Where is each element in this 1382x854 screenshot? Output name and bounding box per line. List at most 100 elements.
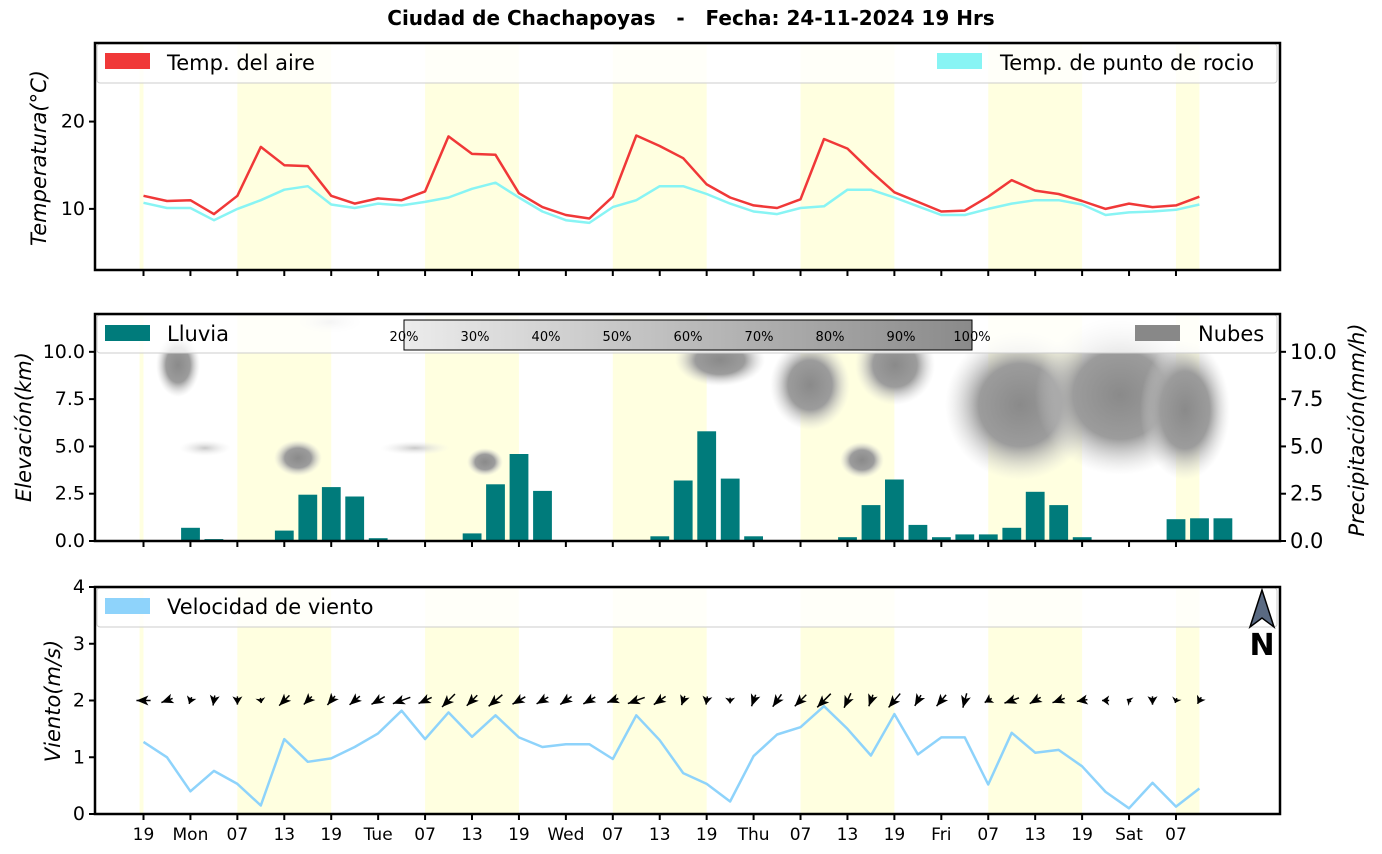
cloud-patch xyxy=(179,440,231,456)
wind-arrow xyxy=(816,693,832,708)
wind-arrow xyxy=(418,693,433,705)
wind-arrow xyxy=(326,692,339,706)
wind-arrow xyxy=(161,693,175,704)
rain-bars xyxy=(181,431,1233,541)
wind-arrow-shaft xyxy=(1076,698,1088,703)
legend-label-dewpoint: Temp. de punto de rocio xyxy=(999,51,1254,75)
y-tick-label-right: 2.5 xyxy=(1290,482,1323,506)
wind-arrow-head xyxy=(418,693,432,704)
y-tick-label: 2 xyxy=(73,690,85,712)
series-line-temp--del-aire xyxy=(143,134,1200,220)
wind-arrow-shaft xyxy=(1004,697,1020,704)
north-label: N xyxy=(1249,628,1274,663)
wind-arrow xyxy=(232,696,243,705)
wind-arrow xyxy=(441,693,456,708)
wind-arrow xyxy=(1147,696,1158,705)
x-tick-label: 19 xyxy=(884,825,906,845)
wind-arrow xyxy=(888,693,901,708)
temperature-legend: Temp. del aire Temp. de punto de rocio xyxy=(96,43,1278,84)
y-tick-label: 10 xyxy=(61,198,85,220)
wind-arrow xyxy=(1029,693,1043,705)
legend-label-wind: Velocidad de viento xyxy=(167,595,373,619)
wind-arrow-shaft xyxy=(607,697,619,704)
rain-bar xyxy=(650,536,670,541)
wind-arrow-shaft xyxy=(843,692,852,709)
rain-bar xyxy=(978,534,998,541)
wind-arrow xyxy=(607,693,621,704)
wind-arrow-shaft xyxy=(349,695,361,706)
rain-bar xyxy=(744,536,763,541)
wind-arrow-shaft xyxy=(888,693,901,708)
x-tick-label: 13 xyxy=(273,825,295,845)
wind-arrow xyxy=(582,693,597,705)
wind-arrow-shaft xyxy=(816,693,832,708)
rain-bar xyxy=(720,478,740,541)
rain-bar xyxy=(1072,537,1092,541)
y-tick-label-right: 10.0 xyxy=(1290,340,1337,364)
y-tick-label: 1 xyxy=(73,746,85,768)
wind-arrow-shaft xyxy=(1174,697,1178,704)
x-tick-label: 13 xyxy=(461,825,483,845)
wind-arrow-shaft xyxy=(326,695,336,706)
wind-arrow-shaft xyxy=(392,696,411,705)
wind-arrow-shaft xyxy=(161,697,173,704)
x-tick-label: Mon xyxy=(173,825,209,845)
rain-bar xyxy=(486,484,505,541)
wind-arrow xyxy=(371,694,386,705)
wind-arrow xyxy=(255,697,266,704)
wind-arrow xyxy=(627,694,645,705)
wind-arrow xyxy=(559,693,573,706)
cloud-patch xyxy=(467,448,503,476)
y-tick-label: 20 xyxy=(61,111,85,133)
wind-arrow-shaft xyxy=(582,696,596,705)
wind-arrow-head xyxy=(1076,694,1089,705)
temperature-panel: Temp. del aire Temp. de punto de rocio 1… xyxy=(27,41,1282,272)
colorbar-tick-label: 30% xyxy=(461,330,490,345)
rain-bar xyxy=(1049,505,1069,541)
rain-bar xyxy=(368,538,388,541)
legend-swatch-rain xyxy=(105,325,150,341)
wind-arrow xyxy=(349,693,362,706)
wind-arrow xyxy=(136,695,151,706)
wind-arrow xyxy=(725,697,736,704)
wind-arrow-shaft xyxy=(868,694,874,707)
wind-arrow-head xyxy=(209,694,220,706)
wind-arrow xyxy=(680,694,690,706)
wind-arrow xyxy=(303,692,316,706)
y-tick-label-right: 0.0 xyxy=(1290,529,1323,553)
y-tick-label: 0 xyxy=(73,803,85,825)
colorbar-tick-label: 20% xyxy=(390,330,419,345)
x-tick-label: Fri xyxy=(931,825,951,845)
rain-bar xyxy=(838,537,857,541)
temperature-ylabel: Temperatura(°C) xyxy=(27,70,51,246)
rain-bar xyxy=(697,431,717,541)
colorbar-tick-label: 60% xyxy=(674,330,703,345)
x-tick-label: Wed xyxy=(547,825,584,845)
wind-arrow-shaft xyxy=(303,695,313,706)
x-tick-label: Tue xyxy=(363,825,393,845)
north-arrow-shape xyxy=(1248,587,1276,630)
wind-arrow-shaft xyxy=(962,693,968,708)
wind-arrow xyxy=(512,693,526,705)
wind-arrow xyxy=(914,692,926,707)
wind-speed-line-path xyxy=(142,704,1201,810)
wind-arrow xyxy=(794,694,807,707)
rain-bar xyxy=(509,454,529,541)
wind-direction-arrows xyxy=(136,692,1206,709)
wind-arrow-shaft xyxy=(794,694,807,707)
wind-arrow xyxy=(1052,693,1066,704)
wind-arrow xyxy=(935,693,949,707)
y-tick-label: 0.0 xyxy=(55,530,85,552)
x-axis-ticks: 19 Mon 07 13 19 Tue 07 13 19 Wed 07 13 19 Thu 07 13 19 Fr… xyxy=(133,270,1187,845)
chart-title: Ciudad de Chachapoyas - Fecha: 24-11-202… xyxy=(387,6,995,30)
legend-swatch-wind xyxy=(105,598,150,614)
x-tick-label: 13 xyxy=(837,825,859,845)
legend-label-rain: Lluvia xyxy=(167,322,229,346)
wind-arrow-shaft xyxy=(188,696,193,705)
rain-bar xyxy=(274,530,294,541)
y-tick-label-right: 7.5 xyxy=(1290,387,1323,411)
wind-arrow-shaft xyxy=(418,696,433,705)
cloud-patch xyxy=(380,441,450,455)
day-shade-band xyxy=(1175,587,1200,814)
